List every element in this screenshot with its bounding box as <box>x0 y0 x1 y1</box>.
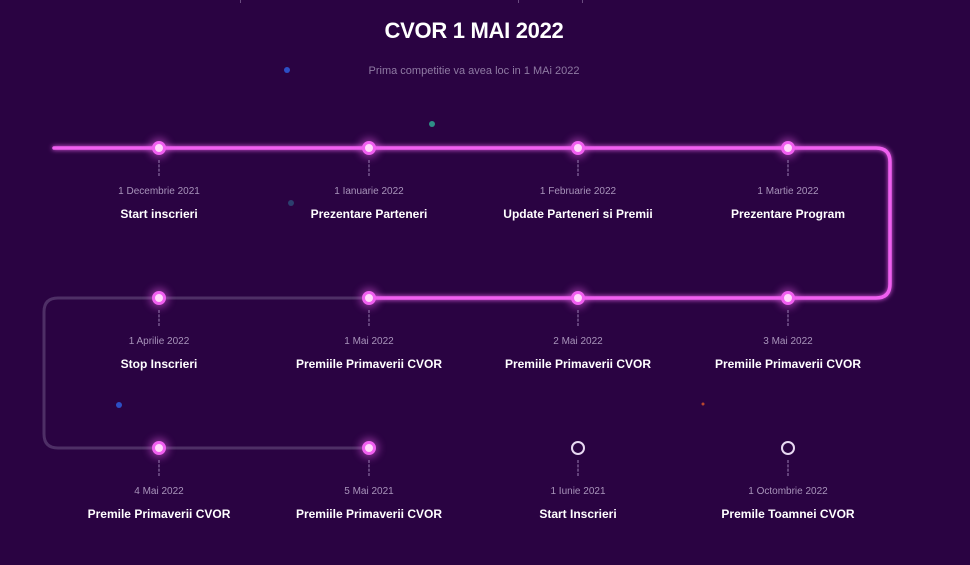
connector-dash <box>577 160 579 176</box>
page-title: CVOR 1 MAI 2022 <box>384 18 564 43</box>
connector-dash <box>577 310 579 326</box>
milestone-label: Premile Toamnei CVOR <box>721 507 855 521</box>
milestone-node[interactable] <box>152 291 166 305</box>
milestone-date: 2 Mai 2022 <box>553 336 603 347</box>
milestone-node[interactable] <box>571 291 585 305</box>
connector-dash <box>368 310 370 326</box>
milestone-label: Prezentare Program <box>730 207 846 221</box>
milestone-date: 5 Mai 2021 <box>344 486 394 497</box>
milestone-date: 1 Februarie 2022 <box>539 186 617 197</box>
milestone-date: 1 Martie 2022 <box>757 186 819 197</box>
decorative-dot <box>429 121 435 127</box>
page-subtitle: Prima competitie va avea loc in 1 MAi 20… <box>368 65 580 77</box>
milestone-node[interactable] <box>781 141 795 155</box>
milestone-label: Stop Inscrieri <box>120 357 198 371</box>
connector-dash <box>158 460 160 476</box>
connector-dash <box>787 310 789 326</box>
milestone-label: Update Parteneri si Premii <box>503 207 653 221</box>
top-edge-mark <box>582 0 583 3</box>
connector-dash <box>158 310 160 326</box>
milestone-node[interactable] <box>362 291 376 305</box>
milestone-date: 1 Iunie 2021 <box>550 486 606 497</box>
milestone-date: 1 Aprilie 2022 <box>128 336 190 347</box>
milestone-label: Prezentare Parteneri <box>310 207 428 221</box>
milestone-node[interactable] <box>152 141 166 155</box>
milestone-date: 4 Mai 2022 <box>134 486 184 497</box>
milestone-label: Start inscrieri <box>120 207 198 221</box>
milestone-date: 1 Mai 2022 <box>344 336 394 347</box>
top-edge-mark <box>518 0 519 3</box>
milestone-node-upcoming[interactable] <box>781 441 795 455</box>
milestone-node[interactable] <box>362 141 376 155</box>
milestone-node[interactable] <box>571 141 585 155</box>
milestone-label: Premiile Primaverii CVOR <box>714 357 862 371</box>
milestone-node-upcoming[interactable] <box>571 441 585 455</box>
decorative-dot <box>284 67 290 73</box>
milestone-date: 1 Octombrie 2022 <box>748 486 828 497</box>
milestone-date: 3 Mai 2022 <box>763 336 813 347</box>
milestone-label: Premiile Primaverii CVOR <box>504 357 652 371</box>
connector-dash <box>787 160 789 176</box>
connector-dash <box>158 160 160 176</box>
decorative-dot <box>288 200 294 206</box>
milestone-label: Premiile Primaverii CVOR <box>295 507 443 521</box>
milestone-label: Start Inscrieri <box>539 507 617 521</box>
decorative-dot <box>116 402 122 408</box>
top-edge-mark <box>240 0 241 3</box>
milestone-date: 1 Ianuarie 2022 <box>334 186 404 197</box>
milestone-date: 1 Decembrie 2021 <box>118 186 200 197</box>
connector-dash <box>368 160 370 176</box>
milestone-label: Premile Primaverii CVOR <box>87 507 231 521</box>
connector-dash <box>787 460 789 476</box>
milestone-label: Premiile Primaverii CVOR <box>295 357 443 371</box>
milestone-node[interactable] <box>152 441 166 455</box>
milestone-node[interactable] <box>362 441 376 455</box>
decorative-dot <box>701 402 705 406</box>
connector-dash <box>368 460 370 476</box>
milestone-node[interactable] <box>781 291 795 305</box>
connector-dash <box>577 460 579 476</box>
